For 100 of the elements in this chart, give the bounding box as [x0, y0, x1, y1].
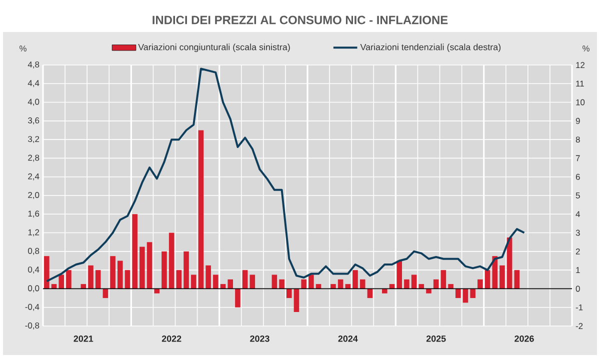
bar: [360, 279, 366, 289]
bar: [433, 279, 439, 289]
bar: [455, 288, 461, 298]
y2-tick-label: 8: [576, 136, 580, 143]
y2-tick-label: 12: [576, 62, 585, 68]
y-tick-label: 4,8: [28, 62, 40, 68]
bar: [418, 284, 424, 289]
x-tick-label: 2025: [426, 336, 446, 342]
bar: [162, 251, 167, 289]
legend-label: Variazioni congiunturali (scala sinistra): [138, 44, 290, 52]
bar: [382, 288, 388, 294]
bar: [88, 265, 94, 289]
bar: [190, 274, 196, 289]
y-tick-label: 2,4: [28, 173, 40, 180]
x-tick-label: 2026: [514, 336, 534, 342]
y2-tick-label: 2: [576, 248, 580, 254]
bar: [95, 270, 101, 289]
y2-tick-label: 10: [576, 99, 585, 106]
bar: [140, 246, 145, 289]
y2-tick-label: 7: [576, 155, 580, 162]
bar: [102, 288, 108, 298]
bar: [470, 288, 476, 298]
bar: [58, 274, 64, 289]
y-tick-label: 2,0: [28, 192, 40, 199]
bar: [176, 270, 182, 289]
bar: [462, 288, 468, 303]
bar: [478, 279, 483, 289]
y-tick-label: -0,8: [25, 322, 40, 330]
y2-tick-label: 6: [576, 174, 580, 180]
bar: [286, 288, 292, 298]
bar: [426, 288, 432, 294]
chart-title: INDICI DEI PREZZI AL CONSUMO NIC - INFLAZIONE: [152, 16, 448, 24]
bar: [132, 214, 138, 289]
x-tick-label: 2023: [250, 336, 270, 342]
bar: [51, 284, 57, 289]
bar: [146, 242, 152, 289]
bar: [44, 256, 50, 289]
y2-tick-label: 4: [576, 211, 580, 218]
bar: [316, 284, 322, 289]
bar: [272, 274, 278, 289]
bar: [514, 270, 520, 289]
bar: [206, 265, 211, 289]
bar: [440, 270, 446, 289]
y-tick-label: 1,6: [28, 210, 40, 218]
y-tick-label: 0,8: [28, 248, 40, 255]
y2-axis-title: %: [582, 46, 590, 52]
y-axis-title: %: [20, 46, 26, 52]
y2-tick-label: 5: [576, 192, 580, 198]
bar: [250, 274, 256, 289]
y-tick-label: 0,4: [28, 266, 40, 274]
bar: [242, 270, 248, 289]
bar: [294, 288, 300, 312]
x-tick-label: 2022: [162, 336, 182, 342]
bar: [404, 279, 410, 289]
bar: [396, 260, 402, 289]
y2-tick-label: 1: [576, 267, 580, 273]
bar: [228, 279, 233, 289]
bar: [301, 279, 306, 289]
bar: [118, 260, 123, 289]
y-tick-label: 0,0: [28, 285, 40, 292]
y-tick-label: 2,8: [28, 154, 40, 162]
bar: [235, 288, 240, 308]
bar: [220, 284, 226, 289]
y-tick-label: 4,4: [28, 80, 40, 88]
bar: [198, 130, 204, 289]
bar: [110, 256, 116, 289]
x-tick-label: 2021: [74, 336, 94, 342]
bar: [500, 265, 505, 289]
bar: [308, 274, 314, 289]
bar: [484, 270, 490, 289]
bar: [154, 288, 160, 294]
x-tick-label: 2024: [338, 336, 358, 342]
y2-tick-label: 3: [576, 230, 580, 236]
y-tick-label: 1,2: [28, 229, 40, 236]
bar: [389, 284, 395, 289]
y-tick-label: 4,0: [28, 98, 40, 106]
y2-tick-label: 9: [576, 118, 580, 124]
bar: [168, 232, 174, 289]
bar: [80, 284, 86, 289]
y2-tick-label: -1: [576, 304, 583, 310]
y2-tick-label: -2: [576, 323, 583, 329]
bar: [279, 279, 284, 289]
y2-tick-label: 11: [576, 80, 584, 87]
y-tick-label: 3,6: [28, 117, 40, 124]
bar: [492, 256, 498, 289]
bar: [411, 274, 417, 289]
bar: [330, 284, 336, 289]
bar: [367, 288, 373, 298]
y-tick-label: 3,2: [28, 136, 40, 144]
bar: [213, 274, 218, 289]
bar: [448, 284, 454, 289]
bar: [345, 284, 351, 289]
bar: [184, 251, 189, 289]
y-tick-label: -0,4: [25, 304, 40, 311]
y2-tick-label: 0: [576, 286, 580, 292]
bar: [338, 279, 344, 289]
legend-label: Variazioni tendenziali (scala destra): [360, 44, 501, 52]
bar: [124, 270, 130, 289]
bar: [352, 270, 358, 289]
bar: [66, 270, 72, 289]
